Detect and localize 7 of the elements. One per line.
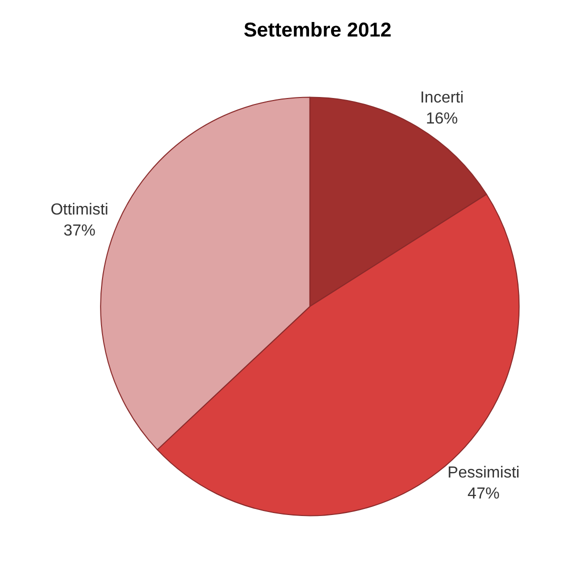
- slice-label: Ottimisti: [50, 201, 108, 218]
- slice-label: Incerti: [420, 90, 464, 107]
- data-label: 47%: [468, 485, 500, 502]
- data-label: 37%: [63, 222, 96, 240]
- chart-title: Settembre 2012: [244, 20, 392, 42]
- data-label: 16%: [426, 110, 458, 128]
- slice-label: Pessimisti: [448, 464, 520, 482]
